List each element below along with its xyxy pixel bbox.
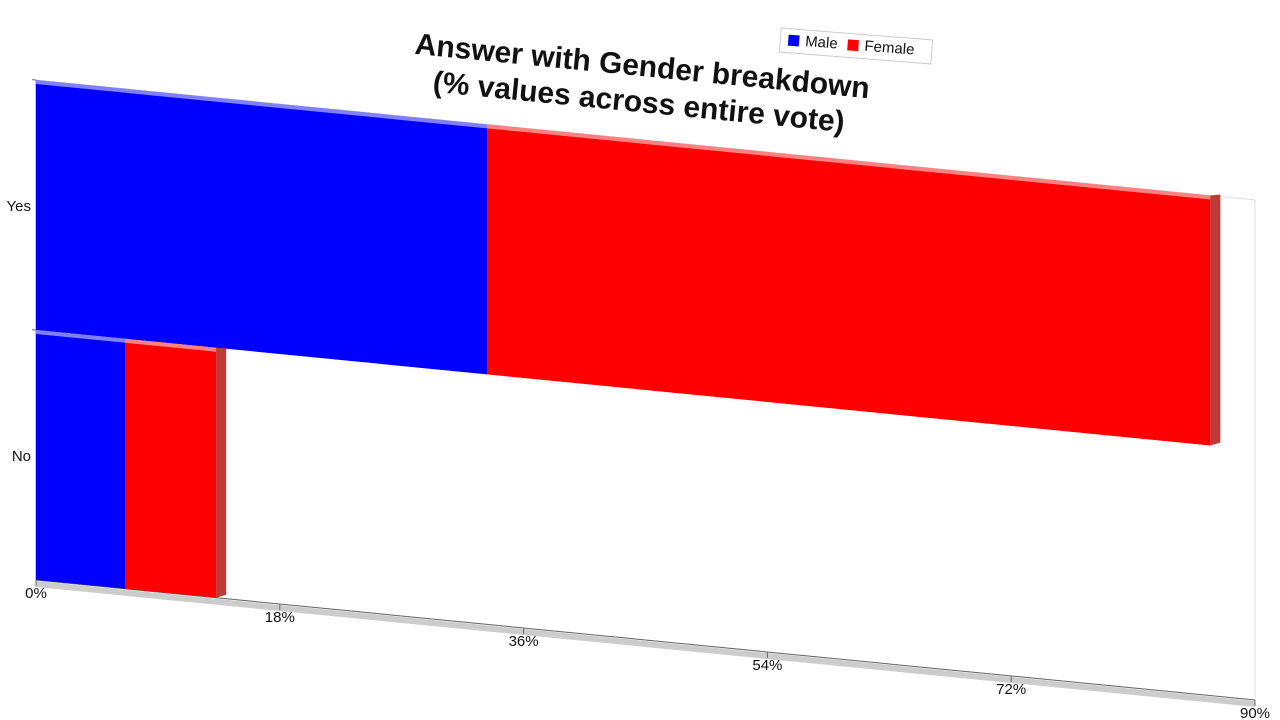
x-tick-label: 72%: [996, 681, 1026, 698]
bar: [36, 80, 488, 375]
y-tick-label: Yes: [7, 198, 31, 215]
y-tick-label: No: [12, 448, 31, 465]
bar-side-shade: [216, 346, 227, 598]
bar-side-shade: [1210, 194, 1221, 446]
bar: [36, 330, 126, 589]
x-axis-floor: [36, 581, 1255, 707]
legend-swatch: [847, 39, 859, 52]
x-axis: [36, 579, 1255, 701]
bar: [125, 338, 217, 598]
x-tick-label: 18%: [265, 609, 295, 626]
bar-side: [216, 346, 227, 598]
bar-highlight: [487, 124, 1211, 200]
legend-label: Male: [805, 33, 839, 52]
bar-highlight: [125, 338, 217, 352]
legend: Male Female: [778, 27, 934, 65]
bar-side: [1210, 194, 1221, 446]
bar: [487, 124, 1211, 446]
bar-highlight: [36, 80, 488, 129]
x-tick-label: 36%: [509, 633, 539, 650]
plot-area: [32, 79, 1256, 707]
x-tick-label: 90%: [1240, 705, 1270, 720]
legend-swatch: [787, 34, 800, 47]
legend-label: Female: [864, 38, 915, 59]
x-tick-label: 54%: [752, 657, 782, 674]
x-tick-label: 0%: [25, 585, 47, 602]
bar-highlight: [36, 330, 126, 343]
